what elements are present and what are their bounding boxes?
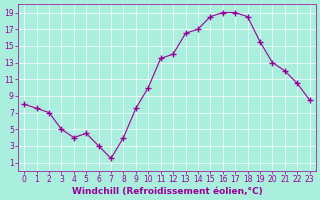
X-axis label: Windchill (Refroidissement éolien,°C): Windchill (Refroidissement éolien,°C): [72, 187, 262, 196]
